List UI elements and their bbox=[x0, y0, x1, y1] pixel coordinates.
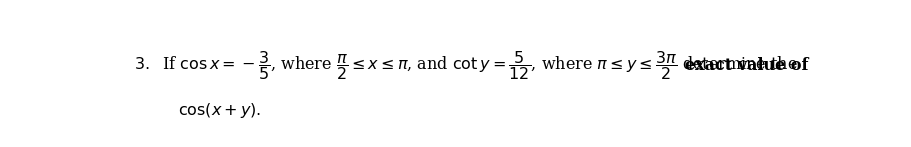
Text: $\cos (x + y).$: $\cos (x + y).$ bbox=[178, 101, 261, 120]
Text: $3.$  If $\cos x = -\dfrac{3}{5}$, where $\dfrac{\pi}{2} \leq x \leq \pi$, and $: $3.$ If $\cos x = -\dfrac{3}{5}$, where … bbox=[134, 49, 798, 82]
Text: exact value of: exact value of bbox=[684, 57, 807, 74]
